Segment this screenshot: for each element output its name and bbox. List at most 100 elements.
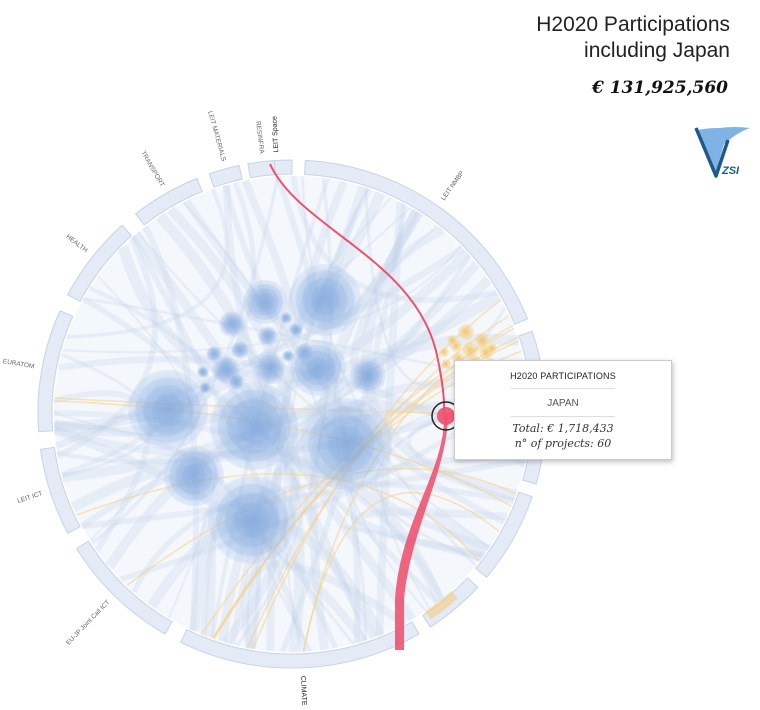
participant-bubble [317,415,375,473]
participant-bubble [224,492,280,548]
flow-ribbon [61,181,257,478]
tooltip-total: Total: € 1,718,433 [512,422,614,435]
ring-segment[interactable] [39,446,81,534]
participant-bubble [291,325,301,335]
ring-segment-label: EU-JP Joint Call ICT [65,599,111,647]
flow-ribbon [375,201,405,636]
participant-bubble [234,502,270,538]
ring-segment-label: LEIT Space [271,116,280,153]
flow-ribbon [117,244,502,384]
zsi-logo-icon: ZSI [694,127,750,178]
participant-bubble[interactable] [282,350,294,362]
ring-segment[interactable] [247,160,276,179]
participant-bubble [256,354,284,382]
highlight-flow-climate [395,414,448,650]
title-line-2: including Japan [584,39,730,62]
participant-bubble [234,344,246,356]
ring-segment[interactable] [37,310,74,433]
participant-bubble [223,315,241,333]
participant-bubbles [128,264,392,564]
participant-bubble[interactable] [290,340,346,396]
participant-bubble[interactable] [128,370,208,450]
japan-bubble[interactable] [462,342,478,358]
ring-segment[interactable] [75,540,173,635]
tooltip: H2020 PARTICIPATIONS JAPAN Total: € 1,71… [454,360,672,460]
participant-bubble[interactable] [231,341,249,359]
participant-bubble[interactable] [300,398,392,490]
japan-bubble[interactable] [447,335,457,345]
participant-bubble[interactable] [243,280,287,324]
ring-segment-label: RESINFRA [254,121,265,155]
participant-bubble [202,385,208,391]
participant-bubble[interactable] [206,346,222,362]
participant-bubble[interactable] [254,352,286,384]
participant-bubble [215,483,289,557]
tooltip-heading: H2020 PARTICIPATIONS [510,371,616,381]
participant-bubble [306,356,330,380]
ring-segment[interactable] [134,177,203,226]
participant-bubble [263,361,277,375]
participant-bubble [360,368,376,384]
flow-ribbon [343,525,485,558]
participant-bubble [295,345,341,391]
participant-bubble[interactable] [228,374,244,390]
flow-ribbon [240,560,407,650]
participant-bubble[interactable] [289,323,303,337]
participant-bubble [283,351,293,361]
participant-bubble[interactable] [258,326,278,346]
participant-bubble [217,389,291,463]
flow-ribbon [302,491,500,652]
participant-bubble[interactable] [197,366,209,378]
participant-bubble[interactable] [219,311,245,337]
ring-segment[interactable] [67,224,133,303]
participant-bubble[interactable] [164,446,224,506]
participant-bubble [210,350,218,358]
participant-bubble [201,384,209,392]
ring-segment[interactable] [179,621,420,669]
ring-segment-highlight [425,590,458,620]
participant-bubble[interactable] [208,476,296,564]
participant-bubble [285,353,291,359]
participant-bubble [143,385,193,435]
participant-bubble [300,350,336,386]
ring-segment[interactable] [208,164,243,188]
participant-bubble [327,425,365,463]
participant-bubble [283,315,289,321]
title-line-1: H2020 Participations [536,13,730,36]
japan-bubble[interactable] [439,347,449,357]
participant-bubble [200,369,206,375]
participant-bubble[interactable] [280,312,292,324]
flow-ribbon [432,511,490,559]
flow-ribbon [266,180,348,652]
ring-segment-label: EURATOM [2,358,35,370]
tooltip-projects: n° of projects: 60 [514,437,612,450]
participant-bubble [236,408,272,444]
participant-bubble [302,277,348,323]
japan-bubble[interactable] [487,343,497,353]
japan-bubble[interactable] [475,333,489,347]
participant-bubble [226,398,282,454]
participant-bubble[interactable] [350,358,386,394]
participant-bubble [198,367,208,377]
participant-bubble[interactable] [289,264,361,336]
ring-segment-label: CLIMATE [299,676,307,706]
ring-segment-label: LEIT MATERIALS [206,110,227,162]
japan-bubble[interactable] [458,324,474,340]
participant-bubble [284,352,292,360]
participant-bubble [226,318,238,330]
participant-bubble [175,457,213,495]
participant-bubble [207,347,221,361]
participant-bubble [251,288,279,316]
ring-segment[interactable] [475,491,533,578]
participant-bubble [310,285,340,315]
participant-bubble [356,364,380,388]
ring-segment[interactable] [304,159,529,325]
participant-bubble [256,293,274,311]
ring-segment-label: TRANSPORT [139,150,165,188]
chart-title: H2020 Participations including Japan [536,12,730,64]
japan-bubble[interactable] [441,359,451,369]
participant-bubble [231,377,241,387]
participant-bubble[interactable] [210,382,298,470]
participant-bubble [260,358,280,378]
